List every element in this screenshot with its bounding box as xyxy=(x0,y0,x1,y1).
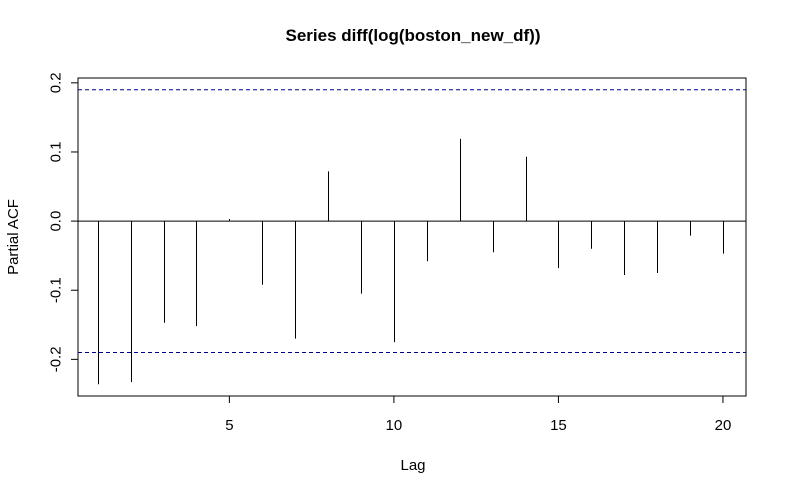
y-tick-label: -0.1 xyxy=(48,277,65,303)
y-tick-label: 0.0 xyxy=(48,211,65,232)
x-tick-label: 5 xyxy=(225,417,233,434)
x-tick-label: 15 xyxy=(550,417,567,434)
x-axis: 5 10 15 20 xyxy=(225,395,732,434)
confidence-lines xyxy=(78,89,746,353)
plot-frame xyxy=(77,77,747,397)
y-tick-label: -0.2 xyxy=(48,346,65,372)
x-tick-label: 10 xyxy=(386,417,403,434)
x-tick-label: 20 xyxy=(715,417,732,434)
y-axis: -0.2 -0.1 0.0 0.1 0.2 xyxy=(47,72,79,372)
pacf-bars xyxy=(98,138,724,385)
chart-title: Series diff(log(boston_new_df)) xyxy=(286,26,541,45)
y-tick-label: 0.2 xyxy=(47,72,64,93)
y-tick-label: 0.1 xyxy=(48,142,65,163)
y-axis-label: Partial ACF xyxy=(5,199,22,275)
x-axis-label: Lag xyxy=(400,457,425,474)
